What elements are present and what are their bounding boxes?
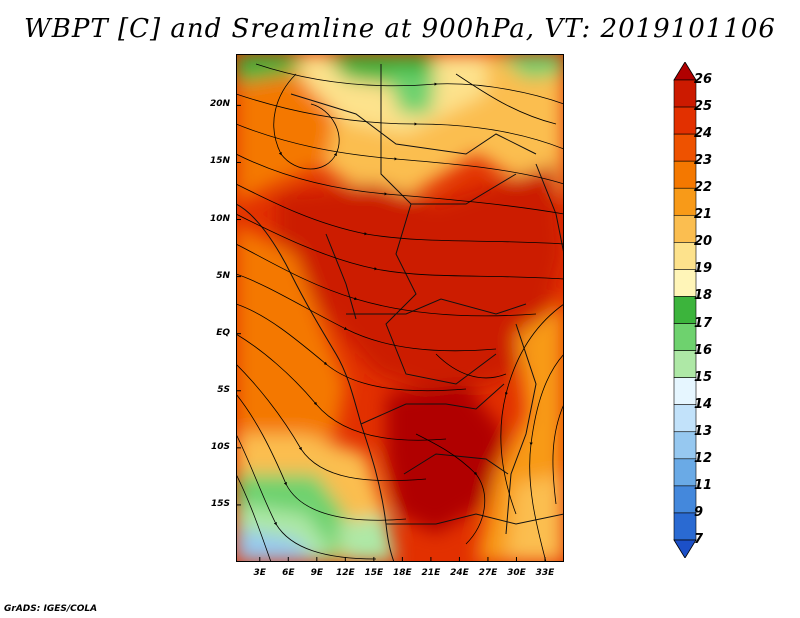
- lon-tick-label: 24E: [450, 568, 469, 578]
- colorbar-bottom-arrow: [673, 539, 697, 558]
- lat-tick-label: 5N: [216, 270, 230, 281]
- lon-tick-label: 30E: [507, 568, 526, 578]
- colorbar-swatch: [673, 458, 697, 487]
- colorbar-level-label: 20: [694, 234, 713, 250]
- colorbar-level-label: 21: [694, 207, 713, 223]
- colorbar-swatch: [673, 512, 697, 541]
- wbpt-map: [236, 54, 564, 562]
- colorbar-level-label: 13: [694, 423, 713, 439]
- colorbar-level-label: 17: [694, 315, 713, 331]
- lat-tick-label: EQ: [216, 327, 230, 338]
- colorbar-level-label: 9: [694, 504, 704, 520]
- lat-tick-label: 10S: [210, 441, 230, 452]
- lat-tick-label: 10N: [209, 213, 230, 224]
- lon-tick-label: 33E: [535, 568, 555, 578]
- colorbar-level-label: 12: [694, 450, 713, 466]
- colorbar-swatch: [673, 296, 697, 324]
- colorbar-level-label: 14: [694, 396, 713, 412]
- lat-tick-label: 20N: [209, 99, 230, 110]
- chart-title: WBPT [C] and Sreamline at 900hPa, VT: 20…: [24, 14, 776, 44]
- lon-tick-label: 27E: [478, 568, 498, 578]
- colorbar-swatch: [673, 133, 697, 162]
- colorbar: [673, 62, 697, 558]
- colorbar-level-label: 25: [694, 99, 713, 115]
- colorbar-swatch: [673, 160, 697, 189]
- colorbar-swatch: [673, 350, 697, 378]
- lat-tick-label: 5S: [217, 384, 230, 395]
- lon-tick-label: 3E: [253, 568, 266, 578]
- lat-tick-label: 15S: [210, 498, 230, 509]
- colorbar-swatch: [673, 106, 697, 135]
- footer-credit: GrADS: IGES/COLA: [4, 604, 98, 614]
- map-frame: [236, 54, 564, 562]
- colorbar-swatch: [673, 269, 697, 297]
- colorbar-level-label: 22: [694, 180, 713, 196]
- colorbar-top-arrow: [673, 62, 697, 81]
- colorbar-level-label: 7: [694, 532, 704, 547]
- colorbar-level-label: 19: [694, 261, 713, 277]
- colorbar-level-label: 18: [694, 288, 713, 304]
- lon-tick-label: 9E: [310, 568, 323, 578]
- map-border: [236, 54, 564, 562]
- colorbar-swatch: [673, 404, 697, 433]
- streamlines: [236, 63, 564, 562]
- colorbar-swatch: [673, 187, 697, 216]
- colorbar-swatch: [673, 485, 697, 514]
- colorbar-level-label: 26: [694, 72, 713, 87]
- lon-tick-label: 18E: [393, 568, 412, 578]
- colorbar-level-label: 15: [694, 369, 713, 385]
- colorbar-swatch: [673, 79, 697, 108]
- lon-tick-label: 15E: [364, 568, 384, 578]
- colorbar-swatch: [673, 377, 697, 406]
- lon-tick-label: 6E: [282, 568, 295, 578]
- tick-marks: [236, 104, 546, 562]
- colorbar-swatch: [673, 431, 697, 460]
- lon-tick-label: 21E: [421, 568, 441, 578]
- colorbar-swatch: [673, 214, 697, 243]
- colorbar-level-label: 23: [694, 153, 713, 169]
- wbpt-field: [236, 54, 564, 562]
- colorbar-swatch: [673, 323, 697, 351]
- colorbar-swatch: [673, 242, 697, 270]
- country-boundaries: [236, 64, 564, 562]
- colorbar-level-label: 24: [694, 126, 713, 142]
- lon-tick-label: 12E: [335, 568, 355, 578]
- lat-tick-label: 15N: [209, 156, 230, 167]
- colorbar-level-label: 16: [694, 342, 713, 358]
- colorbar-level-label: 11: [694, 477, 713, 493]
